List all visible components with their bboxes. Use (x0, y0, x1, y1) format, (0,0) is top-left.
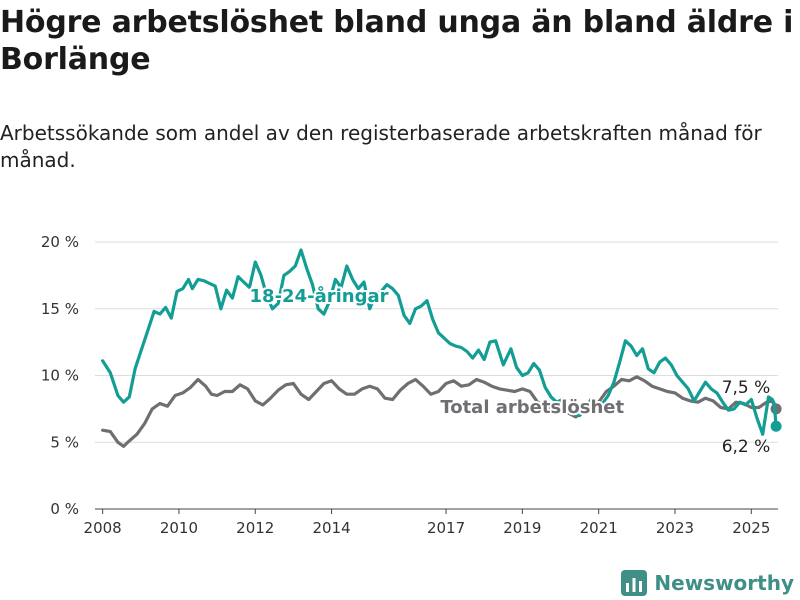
gridlines (95, 241, 778, 443)
x-tick-label: 2023 (656, 519, 694, 537)
series-lines (101, 248, 782, 448)
x-tick-label: 2012 (236, 519, 274, 537)
x-tick-label: 2021 (580, 519, 618, 537)
y-tick-label: 10 % (41, 367, 79, 385)
series-label: 18-24-åringar (250, 285, 389, 307)
series-label: Total arbetslöshet (440, 397, 624, 418)
data-label: 7,5 % (722, 378, 771, 398)
x-tick-label: 2008 (84, 519, 122, 537)
x-tick-label: 2010 (160, 519, 198, 537)
chart-subtitle: Arbetssökande som andel av den registerb… (0, 121, 762, 172)
data-label: 6,2 % (722, 437, 771, 457)
chart-title: Högre arbetslöshet bland unga än bland ä… (0, 5, 794, 77)
x-tick-label: 2017 (427, 519, 465, 537)
y-axis-tick-labels: 0 % 5 % 10 % 15 % 20 % (41, 233, 79, 518)
x-tick-label: 2025 (732, 519, 770, 537)
y-tick-label: 20 % (41, 233, 79, 251)
x-tick-label: 2014 (312, 519, 350, 537)
brand-logo: Newsworthy (620, 569, 794, 597)
series-line (101, 248, 778, 436)
series-line (101, 375, 778, 448)
y-tick-label: 15 % (41, 300, 79, 318)
series-labels: 18-24-åringar Total arbetslöshet 6,2 % 7,5 … (248, 283, 771, 457)
y-tick-label: 0 % (50, 500, 79, 518)
brand-name: Newsworthy (654, 571, 794, 595)
newsworthy-logo-icon (621, 570, 648, 596)
x-axis-ticks: 2008 2010 2012 2014 2017 2019 2021 2023 2025 (84, 509, 770, 537)
y-tick-label: 5 % (50, 433, 79, 451)
series-end-point (770, 420, 782, 432)
line-chart: 0 %5 %10 %15 %20 % 2008 2010 2012 2014 2017 2… (41, 233, 782, 537)
x-tick-label: 2019 (503, 519, 541, 537)
